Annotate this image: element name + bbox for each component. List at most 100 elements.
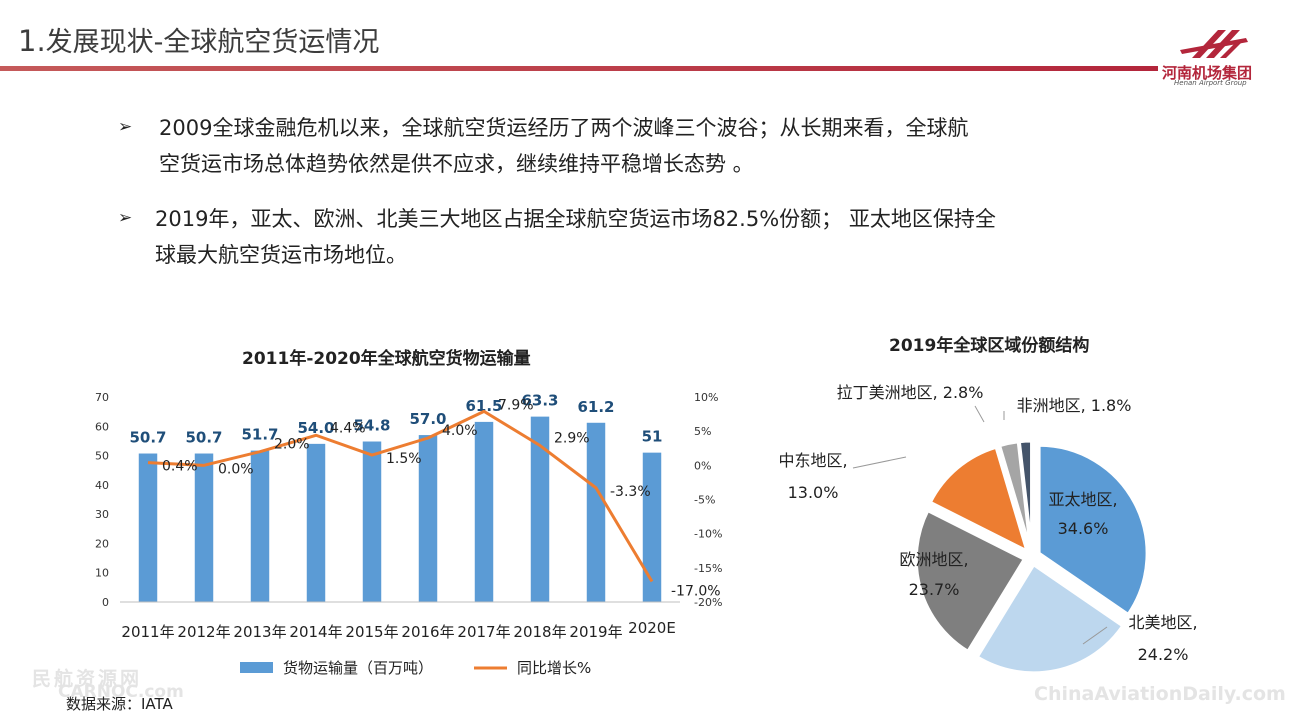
watermark-china-aviation-daily: ChinaAviationDaily.com	[1034, 683, 1286, 705]
title-number: 1.	[18, 24, 46, 58]
line-value-label: 2.0%	[274, 437, 310, 453]
pie-label: 非洲地区, 1.8%	[1017, 396, 1132, 415]
pie-slice-value: 24.2%	[1138, 645, 1189, 664]
line-value-label: 2.9%	[554, 431, 590, 447]
legend-bar-swatch	[240, 662, 273, 673]
henan-airport-logo: 河南机场集团 Henan Airport Group	[1162, 28, 1262, 88]
title-main: 发展现状	[45, 27, 154, 58]
pie-slice-value: 23.7%	[909, 580, 960, 599]
bar-value-label: 61.2	[577, 398, 614, 416]
line-value-label: -3.3%	[610, 484, 651, 500]
bullet-line: 球最大航空货运市场地位。	[155, 243, 407, 267]
bar	[586, 422, 606, 602]
x-axis-tick-label: 2015年	[345, 623, 398, 641]
bullet-line: 2019年，亚太、欧洲、北美三大地区占据全球航空货运市场82.5%份额； 亚太地…	[155, 207, 996, 231]
y2-axis-tick-label: 5%	[694, 425, 711, 438]
bar-value-label: 57.0	[409, 410, 446, 428]
watermark-carnoc-cn: 民航资源网	[32, 668, 143, 690]
arrow-bullet-icon: ➢	[118, 117, 133, 137]
leader-line	[852, 456, 907, 469]
y-axis-tick-label: 40	[95, 479, 109, 492]
bar-value-label: 54.8	[353, 417, 390, 435]
pie-slice-name: 北美地区,	[1128, 613, 1197, 632]
x-axis-tick-label: 2013年	[233, 623, 286, 641]
y2-axis-tick-label: 0%	[694, 459, 711, 472]
pie-slice-name: 非洲地区,	[1017, 396, 1086, 415]
y-axis-tick-label: 60	[95, 420, 109, 433]
pie-slice	[1017, 439, 1034, 550]
bar	[530, 416, 550, 602]
logo-name-cn: 河南机场集团	[1162, 64, 1253, 82]
pie-slice	[1037, 443, 1149, 617]
growth-line	[147, 409, 654, 583]
header-divider	[0, 66, 1158, 71]
line-value-label: 0.0%	[218, 461, 254, 477]
pie-slice-value: 1.8%	[1086, 396, 1132, 415]
line-value-label: 1.5%	[386, 451, 422, 467]
x-axis-tick-label: 2019年	[569, 623, 622, 641]
bar-value-label: 54.0	[297, 419, 334, 437]
pie-label: 拉丁美洲地区, 2.8%	[837, 383, 984, 402]
source-note: 数据来源：IATA	[66, 695, 173, 713]
pie-slice-value: 34.6%	[1058, 519, 1109, 538]
bullet-line: 2009全球金融危机以来，全球航空货运经历了两个波峰三个波谷；从长期来看，全球航	[159, 116, 969, 140]
y-axis-tick-label: 50	[95, 450, 109, 463]
pie-slice-name: 中东地区,	[778, 451, 847, 470]
bar-value-label: 50.7	[185, 429, 222, 447]
y-axis-tick-label: 30	[95, 508, 109, 521]
page-title: 1.发展现状-全球航空货运情况	[18, 20, 379, 59]
bar-value-label: 50.7	[129, 429, 166, 447]
bar-value-label: 63.3	[521, 392, 558, 410]
line-value-label: 0.4%	[162, 459, 198, 475]
bar-chart-title: 2011年-2020年全球航空货物运输量	[242, 349, 531, 369]
pie-slice	[975, 562, 1125, 675]
bar	[474, 421, 494, 602]
bar	[306, 443, 326, 602]
bar-value-label: 51	[642, 428, 663, 446]
y-axis-tick-label: 10	[95, 567, 109, 580]
pie-slice-name: 亚太地区,	[1048, 490, 1117, 509]
line-value-label: 4.0%	[442, 423, 478, 439]
leader-line	[1082, 626, 1108, 645]
x-axis-tick-label: 2018年	[513, 623, 566, 641]
logo-mark-icon	[1180, 30, 1248, 58]
legend-line-label: 同比增长%	[517, 659, 591, 677]
pie-chart-title: 2019年全球区域份额结构	[889, 336, 1090, 356]
bullet-item: ➢ 2009全球金融危机以来，全球航空货运经历了两个波峰三个波谷；从长期来看，全…	[118, 110, 968, 182]
y2-axis-tick-label: -5%	[694, 494, 715, 507]
bar	[250, 450, 270, 602]
bar	[138, 453, 158, 602]
arrow-bullet-icon: ➢	[118, 208, 133, 228]
pie-slice-name: 欧洲地区,	[899, 550, 968, 569]
watermark-carnoc-en: CARNOC.com	[58, 682, 184, 702]
line-value-label: -17.0%	[671, 584, 721, 600]
x-axis-tick-label: 2012年	[177, 623, 230, 641]
y-axis-tick-label: 70	[95, 391, 109, 404]
y2-axis-tick-label: -10%	[694, 528, 722, 541]
y-axis-tick-label: 0	[102, 596, 109, 609]
pie-slice-value: 2.8%	[938, 383, 984, 402]
line-value-label: 4.4%	[330, 420, 366, 436]
pie-slice	[914, 508, 1027, 654]
y2-axis-tick-label: -20%	[694, 596, 722, 609]
legend-bar-label: 货物运输量（百万吨）	[283, 659, 433, 677]
pie-slice-value: 13.0%	[788, 483, 839, 502]
pie-slice	[928, 445, 1030, 554]
y2-axis-tick-label: -15%	[694, 562, 722, 575]
bar	[418, 435, 438, 602]
bullet-item: ➢ 2019年，亚太、欧洲、北美三大地区占据全球航空货运市场82.5%份额； 亚…	[118, 201, 996, 273]
x-axis-tick-label: 2016年	[401, 623, 454, 641]
bullet-line: 空货运市场总体趋势依然是供不应求，继续维持平稳增长态势 。	[159, 152, 754, 176]
pie-slice-name: 拉丁美洲地区,	[837, 383, 938, 402]
x-axis-tick-label: 2011年	[121, 623, 174, 641]
bar	[642, 452, 662, 602]
bar	[194, 453, 214, 602]
y2-axis-tick-label: 10%	[694, 391, 718, 404]
title-subtitle: -全球航空货运情况	[153, 27, 380, 58]
x-axis-tick-label: 2014年	[289, 623, 342, 641]
bar	[362, 441, 382, 602]
line-value-label: 7.9%	[498, 397, 534, 413]
logo-name-en: Henan Airport Group	[1174, 79, 1247, 87]
y-axis-tick-label: 20	[95, 537, 109, 550]
